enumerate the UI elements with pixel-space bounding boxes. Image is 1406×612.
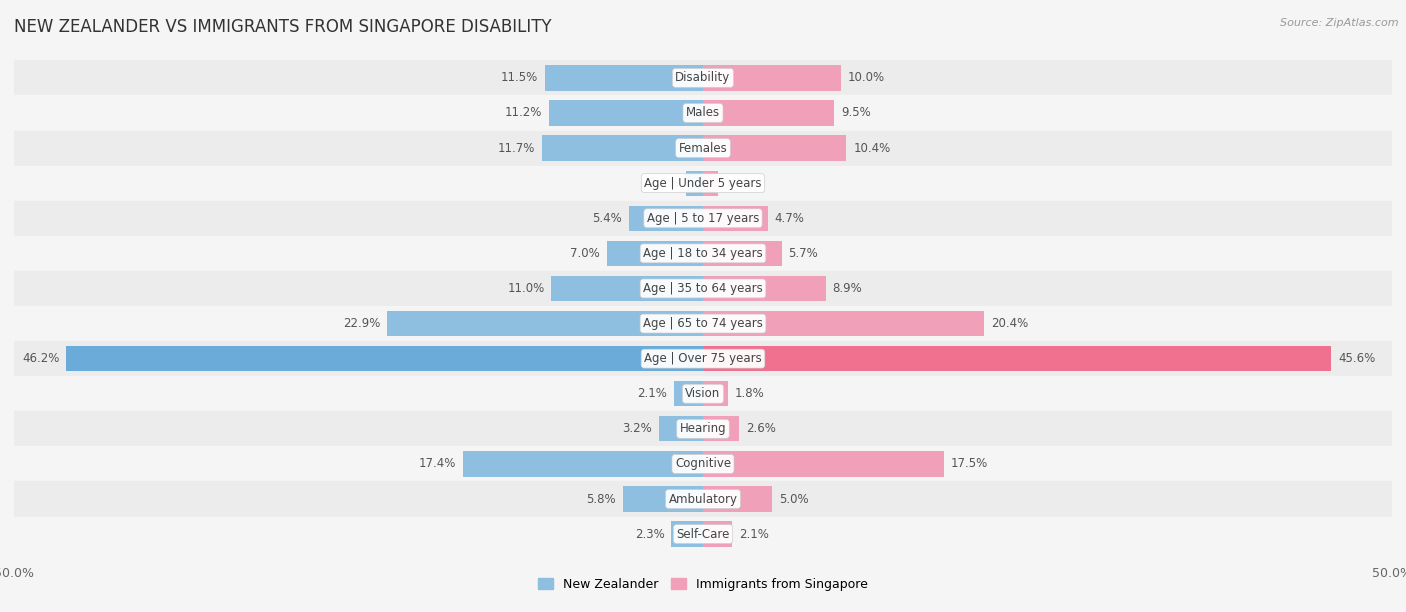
Bar (703, 65, 841, 91)
Text: 2.3%: 2.3% (634, 528, 665, 540)
Bar (703, 241, 782, 266)
Bar (703, 381, 728, 406)
Bar (703, 521, 733, 547)
Text: Females: Females (679, 141, 727, 155)
Text: Hearing: Hearing (679, 422, 727, 435)
Text: 11.0%: 11.0% (508, 282, 544, 295)
Bar (14, 61, 1392, 95)
Text: NEW ZEALANDER VS IMMIGRANTS FROM SINGAPORE DISABILITY: NEW ZEALANDER VS IMMIGRANTS FROM SINGAPO… (14, 18, 551, 36)
Bar (14, 201, 1392, 236)
Bar (606, 241, 703, 266)
Text: 4.7%: 4.7% (775, 212, 804, 225)
Bar (551, 276, 703, 301)
Text: 1.1%: 1.1% (725, 177, 755, 190)
Text: 11.2%: 11.2% (505, 106, 541, 119)
Bar (703, 206, 768, 231)
Text: Age | 18 to 34 years: Age | 18 to 34 years (643, 247, 763, 260)
Bar (703, 171, 718, 196)
Text: Vision: Vision (685, 387, 721, 400)
Text: 5.8%: 5.8% (586, 493, 616, 506)
Text: 5.4%: 5.4% (592, 212, 621, 225)
Text: 10.0%: 10.0% (848, 72, 884, 84)
Text: 2.6%: 2.6% (745, 422, 776, 435)
Text: 5.7%: 5.7% (789, 247, 818, 260)
Bar (14, 411, 1392, 446)
Bar (14, 306, 1392, 341)
Bar (703, 311, 984, 336)
Bar (541, 135, 703, 161)
Text: Age | Over 75 years: Age | Over 75 years (644, 352, 762, 365)
Bar (463, 451, 703, 477)
Text: 46.2%: 46.2% (22, 352, 59, 365)
Bar (686, 171, 703, 196)
Text: 1.2%: 1.2% (650, 177, 679, 190)
Bar (623, 487, 703, 512)
Text: 7.0%: 7.0% (569, 247, 599, 260)
Bar (388, 311, 703, 336)
Bar (703, 276, 825, 301)
Text: Age | Under 5 years: Age | Under 5 years (644, 177, 762, 190)
Text: 3.2%: 3.2% (623, 422, 652, 435)
Text: 11.5%: 11.5% (501, 72, 537, 84)
Text: 10.4%: 10.4% (853, 141, 890, 155)
Bar (703, 416, 738, 441)
Text: Self-Care: Self-Care (676, 528, 730, 540)
Bar (14, 166, 1392, 201)
Text: Age | 65 to 74 years: Age | 65 to 74 years (643, 317, 763, 330)
Text: Source: ZipAtlas.com: Source: ZipAtlas.com (1281, 18, 1399, 28)
Text: 20.4%: 20.4% (991, 317, 1028, 330)
Text: 1.8%: 1.8% (735, 387, 765, 400)
Text: 2.1%: 2.1% (637, 387, 668, 400)
Text: 2.1%: 2.1% (738, 528, 769, 540)
Text: Males: Males (686, 106, 720, 119)
Bar (14, 341, 1392, 376)
Bar (671, 521, 703, 547)
Bar (14, 95, 1392, 130)
Text: Age | 5 to 17 years: Age | 5 to 17 years (647, 212, 759, 225)
Text: 22.9%: 22.9% (343, 317, 381, 330)
Bar (703, 346, 1331, 371)
Legend: New Zealander, Immigrants from Singapore: New Zealander, Immigrants from Singapore (533, 573, 873, 596)
Bar (14, 130, 1392, 166)
Bar (544, 65, 703, 91)
Bar (66, 346, 703, 371)
Bar (703, 135, 846, 161)
Text: Age | 35 to 64 years: Age | 35 to 64 years (643, 282, 763, 295)
Bar (703, 487, 772, 512)
Text: 17.5%: 17.5% (950, 457, 988, 471)
Text: 17.4%: 17.4% (419, 457, 457, 471)
Bar (703, 100, 834, 125)
Bar (14, 482, 1392, 517)
Bar (659, 416, 703, 441)
Text: 45.6%: 45.6% (1339, 352, 1375, 365)
Text: 11.7%: 11.7% (498, 141, 534, 155)
Bar (14, 271, 1392, 306)
Bar (703, 451, 945, 477)
Text: Disability: Disability (675, 72, 731, 84)
Bar (14, 236, 1392, 271)
Bar (14, 446, 1392, 482)
Text: Cognitive: Cognitive (675, 457, 731, 471)
Bar (628, 206, 703, 231)
Bar (673, 381, 703, 406)
Text: 9.5%: 9.5% (841, 106, 870, 119)
Bar (14, 376, 1392, 411)
Text: Ambulatory: Ambulatory (668, 493, 738, 506)
Bar (548, 100, 703, 125)
Bar (14, 517, 1392, 551)
Text: 5.0%: 5.0% (779, 493, 808, 506)
Text: 8.9%: 8.9% (832, 282, 862, 295)
